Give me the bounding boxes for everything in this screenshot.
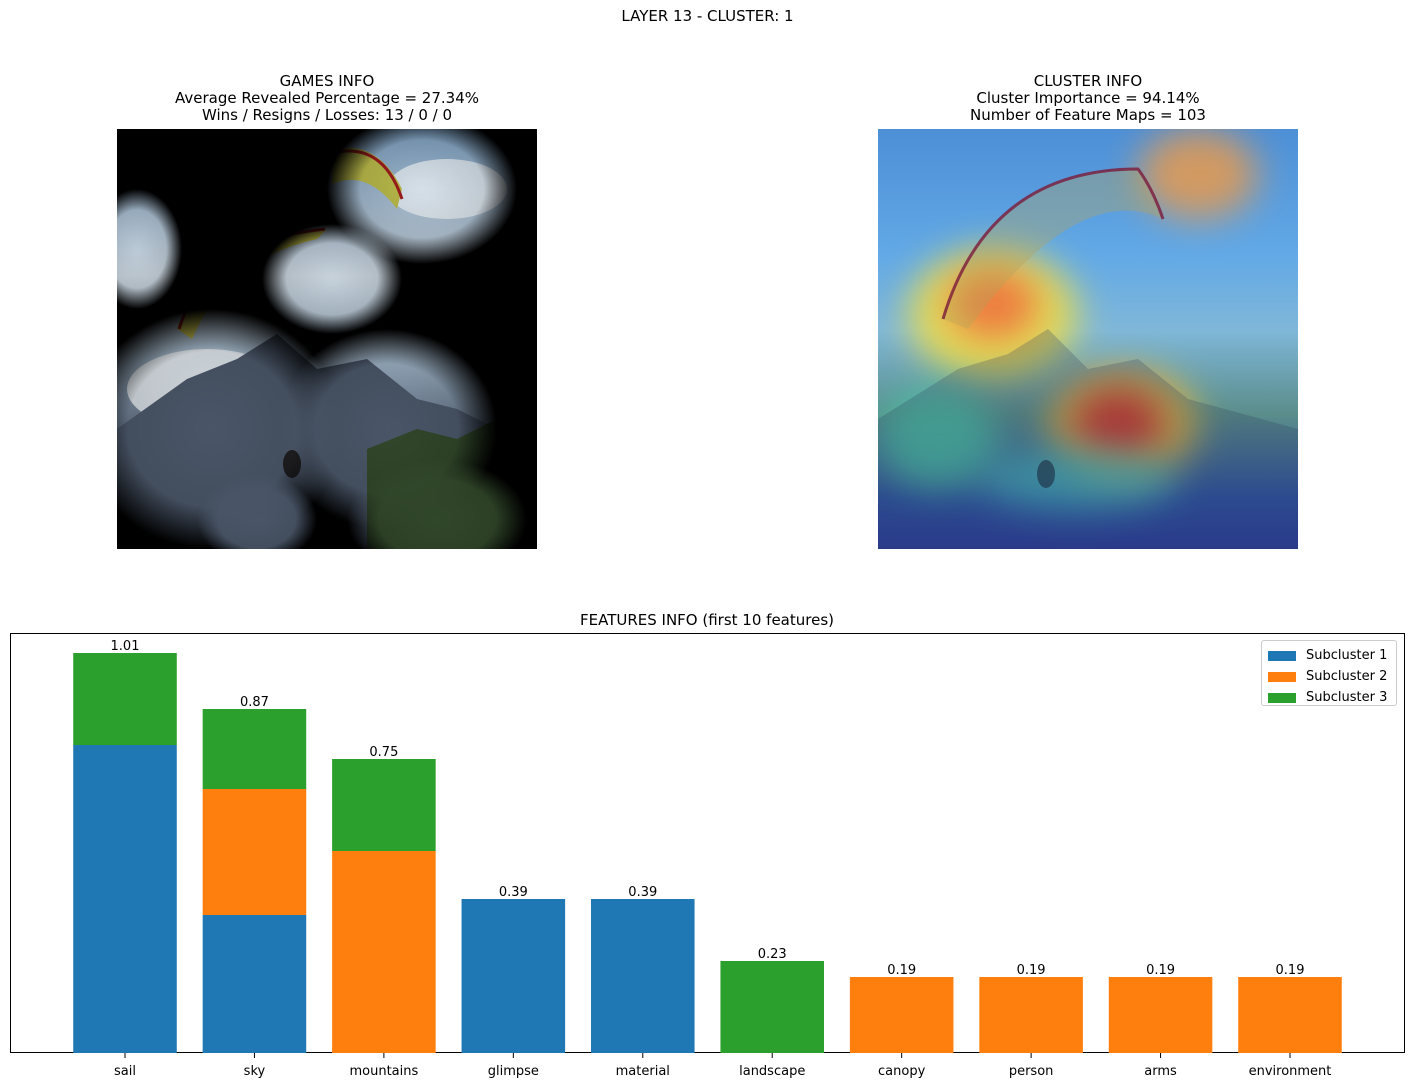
cluster-info-heading: CLUSTER INFO <box>1033 72 1143 90</box>
heatmap-blob <box>878 389 998 489</box>
value-label-environment: 0.19 <box>1276 963 1305 978</box>
feature-map-count: Number of Feature Maps = 103 <box>970 106 1206 124</box>
bar-environment-subcluster-2 <box>1238 977 1342 1053</box>
legend-swatch <box>1268 650 1296 661</box>
cluster-info-title: CLUSTER INFO Cluster Importance = 94.14%… <box>878 73 1298 124</box>
x-tick-group: sail sky mountains glimpse material landscape… <box>114 1053 1331 1079</box>
x-tick-label-material: material <box>616 1064 670 1079</box>
cluster-importance: Cluster Importance = 94.14% <box>976 89 1200 107</box>
value-label-mountains: 0.75 <box>369 745 398 760</box>
cluster-heatmap-image <box>878 129 1298 549</box>
x-tick-label-arms: arms <box>1144 1064 1177 1079</box>
chart-title: FEATURES INFO (first 10 features) <box>580 611 834 629</box>
bar-sky-subcluster-3 <box>202 709 307 789</box>
bar-sky-subcluster-1 <box>202 915 307 1053</box>
features-axes <box>10 633 1405 1053</box>
revealed-percentage: Average Revealed Percentage = 27.34% <box>174 89 479 107</box>
figure-suptitle: LAYER 13 - CLUSTER: 1 <box>621 7 794 25</box>
legend-label: Subcluster 3 <box>1306 690 1388 705</box>
x-tick-label-canopy: canopy <box>878 1064 926 1079</box>
heatmap-blob <box>978 449 1178 509</box>
heatmap-blob <box>948 269 1038 339</box>
bar-sky-subcluster-2 <box>202 789 307 915</box>
bar-canopy-subcluster-2 <box>849 977 954 1053</box>
x-tick-label-mountains: mountains <box>349 1064 418 1079</box>
heatmap-overlay-drawing <box>878 167 1298 549</box>
games-info-heading: GAMES INFO <box>279 72 375 90</box>
bar-sail-subcluster-3 <box>73 653 177 745</box>
x-tick-label-sail: sail <box>114 1064 136 1079</box>
value-label-sail: 1.01 <box>111 639 140 654</box>
bar-glimpse-subcluster-1 <box>461 899 566 1053</box>
value-label-sky: 0.87 <box>240 695 269 710</box>
bar-group <box>73 653 1342 1053</box>
value-label-canopy: 0.19 <box>887 963 916 978</box>
x-tick-label-landscape: landscape <box>739 1064 805 1079</box>
legend-item-subcluster-1: Subcluster 1 <box>1268 645 1390 666</box>
value-label-arms: 0.19 <box>1146 963 1175 978</box>
bar-mountains-subcluster-3 <box>332 759 436 851</box>
revealed-image <box>117 129 537 549</box>
chart-legend: Subcluster 1 Subcluster 2 Subcluster 3 <box>1261 640 1397 706</box>
value-label-material: 0.39 <box>628 885 657 900</box>
games-info-title: GAMES INFO Average Revealed Percentage =… <box>117 73 537 124</box>
legend-label: Subcluster 2 <box>1306 669 1388 684</box>
value-label-group: 1.01 0.87 0.75 0.39 0.39 0.23 0.19 0.19 0.19 0.19 <box>111 639 1305 978</box>
x-tick-label-environment: environment <box>1249 1064 1332 1079</box>
legend-swatch <box>1268 692 1296 703</box>
x-tick-label-sky: sky <box>244 1064 266 1079</box>
bar-person-subcluster-2 <box>979 977 1083 1053</box>
wins-resigns-losses: Wins / Resigns / Losses: 13 / 0 / 0 <box>201 106 453 124</box>
bar-material-subcluster-1 <box>591 899 695 1053</box>
revealed-image-drawing <box>117 129 537 549</box>
legend-item-subcluster-3: Subcluster 3 <box>1268 687 1390 708</box>
legend-label: Subcluster 1 <box>1306 648 1388 663</box>
bar-sail-subcluster-1 <box>73 745 177 1053</box>
heatmap-blob <box>1073 389 1163 459</box>
value-label-glimpse: 0.39 <box>499 885 528 900</box>
x-tick-label-glimpse: glimpse <box>488 1064 539 1079</box>
bar-landscape-subcluster-3 <box>720 961 824 1053</box>
value-label-landscape: 0.23 <box>758 947 787 962</box>
legend-item-subcluster-2: Subcluster 2 <box>1268 666 1390 687</box>
value-label-person: 0.19 <box>1017 963 1046 978</box>
bar-arms-subcluster-2 <box>1108 977 1213 1053</box>
legend-swatch <box>1268 671 1296 682</box>
x-tick-label-person: person <box>1009 1064 1054 1079</box>
bar-mountains-subcluster-2 <box>332 851 436 1053</box>
